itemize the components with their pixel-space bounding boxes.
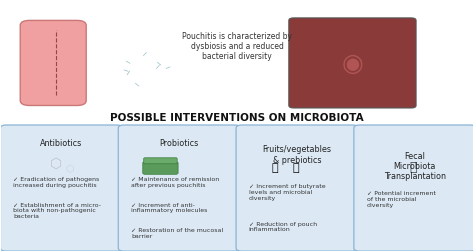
Text: —: —	[123, 59, 131, 66]
FancyBboxPatch shape	[354, 125, 474, 251]
Text: ✓ Increment of anti-
inflammatory molecules: ✓ Increment of anti- inflammatory molecu…	[131, 202, 207, 212]
Text: ✓ Eradication of pathogens
increased during pouchitis: ✓ Eradication of pathogens increased dur…	[13, 177, 100, 187]
Text: —: —	[154, 59, 162, 67]
Text: —: —	[122, 67, 128, 73]
Text: —: —	[126, 69, 133, 76]
FancyBboxPatch shape	[20, 21, 86, 106]
FancyBboxPatch shape	[144, 158, 177, 164]
Text: ✓ Reduction of pouch
inflammation: ✓ Reduction of pouch inflammation	[249, 221, 317, 232]
Text: —: —	[164, 64, 172, 71]
Text: Fruits/vegetables
& prebiotics: Fruits/vegetables & prebiotics	[263, 145, 332, 164]
Text: 🍅: 🍅	[272, 162, 278, 172]
Text: —: —	[132, 80, 140, 87]
Text: ✓ Increment of butyrate
levels and microbial
diversity: ✓ Increment of butyrate levels and micro…	[249, 183, 326, 200]
FancyBboxPatch shape	[289, 19, 416, 109]
Text: —: —	[141, 49, 149, 57]
Text: Fecal
Microbiota
Transplantation: Fecal Microbiota Transplantation	[384, 151, 446, 181]
Text: Pouchitis is characterized by
dysbiosis and a reduced
bacterial diversity: Pouchitis is characterized by dysbiosis …	[182, 32, 292, 61]
Text: ⬡: ⬡	[65, 163, 74, 173]
Text: ✓ Potential increment
of the microbial
diversity: ✓ Potential increment of the microbial d…	[366, 191, 436, 207]
Text: Antibiotics: Antibiotics	[40, 138, 82, 147]
Text: ✓ Restoration of the mucosal
barrier: ✓ Restoration of the mucosal barrier	[131, 227, 223, 238]
Text: ✓ Maintenance of remission
after previous pouchitis: ✓ Maintenance of remission after previou…	[131, 177, 219, 187]
Text: POSSIBLE INTERVENTIONS ON MICROBIOTA: POSSIBLE INTERVENTIONS ON MICROBIOTA	[110, 112, 364, 122]
FancyBboxPatch shape	[143, 162, 178, 175]
Text: 🍇: 🍇	[292, 162, 299, 172]
Text: ⬡: ⬡	[49, 156, 62, 170]
Text: Probiotics: Probiotics	[160, 138, 199, 147]
Text: ✓ Establishment of a micro-
biota with non-pathogenic
bacteria: ✓ Establishment of a micro- biota with n…	[13, 202, 101, 218]
FancyBboxPatch shape	[236, 125, 358, 251]
Text: 🫁: 🫁	[409, 161, 417, 174]
Text: ◉: ◉	[341, 52, 364, 76]
FancyBboxPatch shape	[0, 125, 122, 251]
FancyBboxPatch shape	[118, 125, 240, 251]
Text: —: —	[155, 63, 163, 70]
